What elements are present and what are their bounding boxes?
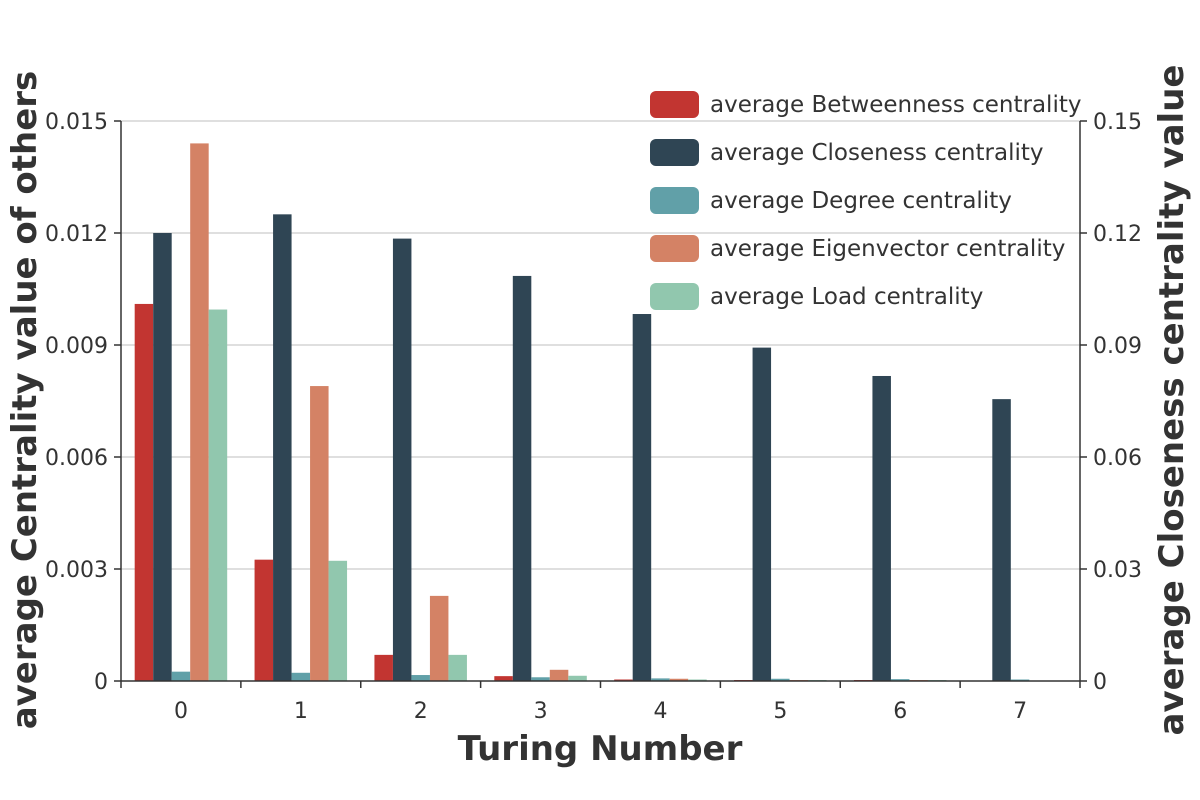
bar — [531, 677, 550, 681]
legend-label: average Closeness centrality — [710, 140, 1043, 166]
tick-labels: 0 0 0.003 0.03 0.006 0.06 0.009 0.09 0.012 0.12 0.… — [45, 110, 1142, 724]
bar — [448, 654, 467, 681]
bar — [153, 233, 172, 681]
bar — [429, 595, 449, 681]
y-tick-label: 0 — [94, 670, 108, 695]
y2-tick-label: 0.09 — [1093, 334, 1142, 359]
bar — [651, 678, 670, 681]
y2-tick-label: 0.06 — [1093, 446, 1142, 471]
x-tick-label: 4 — [653, 699, 667, 724]
bar — [494, 676, 513, 681]
x-tick-label: 1 — [294, 699, 308, 724]
bar — [669, 678, 689, 681]
x-tick-label: 5 — [773, 699, 787, 724]
bar — [752, 347, 772, 681]
legend-swatch — [650, 187, 699, 214]
bar — [411, 675, 430, 681]
bar — [992, 399, 1011, 681]
bar — [208, 309, 228, 681]
legend-label: average Load centrality — [710, 284, 983, 310]
bar — [512, 275, 532, 681]
y-tick-label: 0.003 — [45, 558, 108, 583]
bar — [190, 143, 209, 681]
bar — [568, 675, 587, 681]
y-tick-label: 0.012 — [45, 222, 108, 247]
y2-tick-label: 0.15 — [1093, 110, 1142, 135]
bar — [549, 669, 569, 681]
bar — [134, 303, 154, 681]
bar — [872, 375, 891, 681]
x-tick-label: 7 — [1013, 699, 1027, 724]
y-tick-label: 0.009 — [45, 334, 108, 359]
bar — [273, 214, 292, 682]
x-tick-label: 0 — [174, 699, 188, 724]
bar — [392, 238, 412, 681]
y2-tick-label: 0.12 — [1093, 222, 1142, 247]
legend-swatch — [650, 139, 699, 166]
axes — [114, 120, 1087, 688]
bar — [310, 386, 329, 681]
bar — [890, 679, 910, 681]
bar — [171, 671, 191, 681]
legend: average Betweenness centrality average Cl… — [650, 91, 1081, 310]
x-tick-label: 2 — [414, 699, 428, 724]
bar — [374, 654, 393, 681]
x-tick-label: 3 — [534, 699, 548, 724]
legend-swatch — [650, 283, 699, 310]
legend-label: average Betweenness centrality — [710, 92, 1081, 118]
y2-tick-label: 0.03 — [1093, 558, 1142, 583]
bar — [254, 559, 274, 681]
y-axis-title: average Centrality value of others — [5, 71, 45, 730]
bar — [328, 560, 348, 681]
bar — [291, 672, 311, 681]
bar — [632, 314, 652, 681]
x-axis-title: Turing Number — [458, 729, 743, 769]
y-tick-label: 0.006 — [45, 446, 108, 471]
y2-tick-label: 0 — [1093, 670, 1107, 695]
x-tick-label: 6 — [893, 699, 907, 724]
bars — [134, 143, 1030, 682]
legend-label: average Eigenvector centrality — [710, 236, 1065, 262]
legend-swatch — [650, 235, 699, 262]
y2-axis-title: average Closeness centrality value — [1152, 65, 1192, 736]
legend-label: average Degree centrality — [710, 188, 1012, 214]
legend-swatch — [650, 91, 699, 118]
y-tick-label: 0.015 — [45, 110, 108, 135]
bar — [771, 678, 790, 681]
